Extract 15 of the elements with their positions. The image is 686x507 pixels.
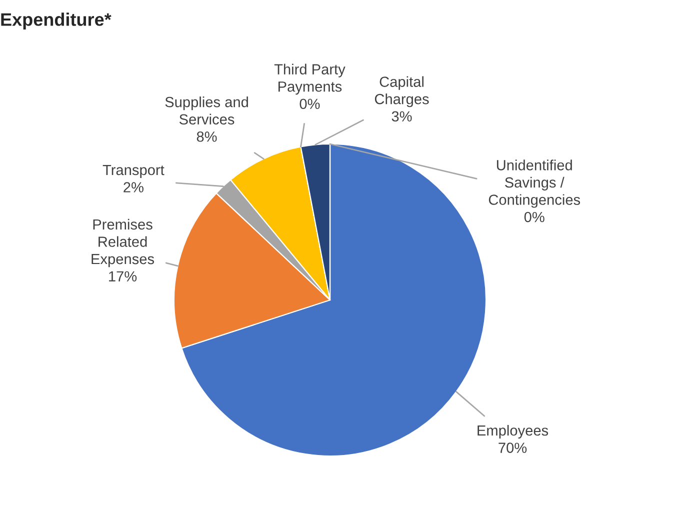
slice-label: Employees (478, 424, 548, 439)
text: 0% (300, 98, 320, 110)
category-label: Unidentified Savings / Contingencies (488, 160, 580, 208)
data-label: 2% (124, 182, 144, 192)
data-label: 3% (392, 111, 412, 122)
chart-title: Expenditure* (1, 12, 112, 30)
category-label: Third Party Payments (274, 64, 346, 95)
slice-label: Transport (102, 164, 164, 178)
data-label: 70% (498, 442, 527, 453)
slice-label: Supplies and Services (165, 96, 248, 125)
slice-label: Capital Charges (374, 76, 429, 108)
slice-label: Premises Related Expenses (92, 218, 154, 268)
text: 0% (524, 212, 544, 222)
data-label: 17% (109, 271, 137, 282)
data-label: 8% (196, 131, 217, 142)
